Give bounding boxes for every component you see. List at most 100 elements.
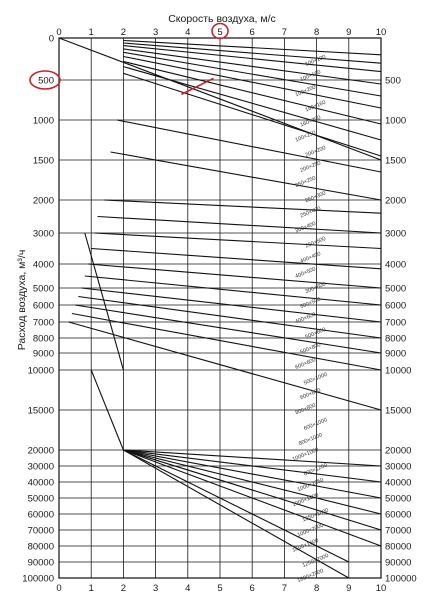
y-tick-right-10: 8000: [385, 334, 406, 345]
chart-y-axis-title: Расход воздуха, м³/ч: [16, 250, 28, 351]
x-tick-top-2: 2: [121, 27, 126, 38]
y-tick-left-22: 100000: [22, 574, 54, 585]
y-tick-right-16: 40000: [385, 478, 411, 489]
duct-size-label-33: 1250×2000: [302, 553, 330, 569]
series-line-11: [110, 151, 382, 201]
y-tick-left-18: 60000: [28, 510, 54, 521]
y-tick-right-4: 2000: [385, 196, 406, 207]
x-tick-bottom-4: 4: [185, 583, 190, 594]
series-line-12: [104, 199, 382, 214]
y-tick-left-20: 80000: [28, 542, 54, 553]
x-tick-top-8: 8: [314, 27, 319, 38]
y-tick-left-9: 7000: [33, 318, 54, 329]
y-tick-right-19: 70000: [385, 526, 411, 537]
y-tick-right-21: 90000: [385, 558, 411, 569]
x-tick-bottom-8: 8: [314, 583, 319, 594]
x-tick-bottom-7: 7: [282, 583, 287, 594]
y-tick-left-21: 90000: [28, 558, 54, 569]
series-line-21: [71, 312, 382, 371]
y-tick-left-19: 70000: [28, 526, 54, 537]
series-line-20: [75, 304, 382, 354]
x-tick-bottom-9: 9: [346, 583, 351, 594]
y-tick-left-15: 30000: [28, 462, 54, 473]
series-line-31: [90, 369, 124, 451]
series-line-24: [123, 449, 382, 483]
duct-size-label-11: 300×400: [294, 221, 316, 235]
series-line-5: [123, 51, 382, 97]
highlight-pointer-line: [181, 77, 214, 96]
x-tick-bottom-10: 10: [376, 583, 387, 594]
x-tick-bottom-5: 5: [217, 583, 222, 594]
series-line-22: [68, 321, 382, 411]
y-tick-right-1: 500: [385, 76, 401, 87]
x-tick-bottom-3: 3: [153, 583, 158, 594]
x-tick-top-10: 10: [376, 27, 387, 38]
y-tick-right-2: 1000: [385, 116, 406, 127]
series-line-32: [84, 232, 124, 371]
y-tick-left-13: 15000: [28, 406, 54, 417]
y-tick-right-3: 1500: [385, 156, 406, 167]
duct-size-label-28: 1000×1250: [297, 477, 325, 493]
series-line-7: [123, 60, 382, 125]
series-line-19: [78, 295, 382, 339]
x-tick-top-0: 0: [56, 27, 61, 38]
series-line-13: [97, 215, 382, 234]
y-tick-right-7: 5000: [385, 284, 406, 295]
duct-size-label-1: 100×160: [299, 69, 321, 83]
y-tick-right-18: 60000: [385, 510, 411, 521]
series-line-26: [123, 449, 382, 515]
series-line-30: [123, 449, 350, 579]
x-tick-bottom-1: 1: [89, 583, 94, 594]
x-tick-top-4: 4: [185, 27, 190, 38]
y-tick-left-4: 2000: [33, 196, 54, 207]
series-line-17: [84, 275, 382, 306]
duct-size-label-21: 500×1000: [303, 372, 328, 387]
y-tick-right-5: 3000: [385, 229, 406, 240]
y-tick-left-5: 3000: [33, 229, 54, 240]
duct-size-label-13: 400×400: [299, 251, 321, 265]
duct-size-label-14: 400×500: [294, 266, 316, 280]
duct-size-label-2: 100×200: [294, 85, 316, 99]
series-line-3: [123, 45, 382, 73]
duct-size-label-4: 160×200: [299, 115, 321, 129]
x-tick-top-9: 9: [346, 27, 351, 38]
x-tick-top-5: 5: [217, 27, 222, 38]
y-tick-left-8: 6000: [33, 301, 54, 312]
duct-size-label-31: 1000×2000: [297, 523, 325, 539]
y-tick-left-16: 40000: [28, 478, 54, 489]
series-line-18: [81, 287, 382, 323]
duct-size-label-10: 250×400: [299, 206, 321, 220]
chart-x-axis-title: Скорость воздуха, м/с: [168, 13, 276, 25]
x-tick-top-6: 6: [250, 27, 255, 38]
x-tick-bottom-6: 6: [250, 583, 255, 594]
series-line-4: [123, 48, 382, 85]
series-line-10: [116, 119, 382, 173]
duct-size-label-34: 1600×2000: [297, 568, 325, 584]
y-tick-left-10: 8000: [33, 334, 54, 345]
duct-size-label-26: 1000×1000: [292, 447, 320, 463]
series-line-0: [58, 37, 382, 161]
y-tick-right-11: 9000: [385, 349, 406, 360]
x-tick-top-7: 7: [282, 27, 287, 38]
duct-size-label-12: 250×500: [304, 236, 326, 250]
y-tick-left-17: 50000: [28, 494, 54, 505]
duct-size-label-15: 300×600: [304, 281, 326, 295]
duct-size-label-6: 200×200: [304, 145, 326, 159]
series-line-16: [87, 263, 382, 289]
y-tick-right-9: 7000: [385, 318, 406, 329]
y-tick-right-14: 20000: [385, 446, 411, 457]
series-line-1: [123, 39, 382, 56]
series-line-8: [123, 66, 382, 141]
duct-size-label-19: 500×800: [299, 342, 321, 356]
duct-size-label-25: 800×1000: [298, 432, 323, 447]
y-tick-right-13: 15000: [385, 406, 411, 417]
y-tick-left-2: 1000: [33, 116, 54, 127]
x-tick-bottom-0: 0: [56, 583, 61, 594]
series-line-14: [94, 232, 382, 250]
y-tick-right-12: 10000: [385, 366, 411, 377]
y-tick-left-14: 20000: [28, 446, 54, 457]
y-tick-left-11: 9000: [33, 349, 54, 360]
series-line-23: [123, 449, 382, 467]
x-tick-top-1: 1: [89, 27, 94, 38]
